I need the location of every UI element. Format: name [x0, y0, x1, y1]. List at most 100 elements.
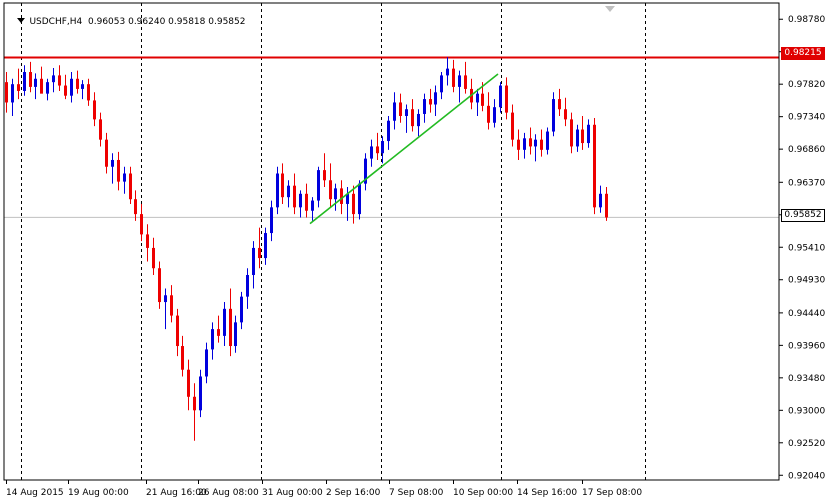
candle-body — [252, 247, 255, 275]
candle-body — [76, 78, 79, 89]
candle-body — [305, 193, 308, 211]
candle-body — [352, 193, 355, 215]
y-tick-label: 0.94930 — [788, 276, 825, 286]
vertical-grid — [21, 3, 646, 480]
candle-body — [329, 180, 332, 200]
candle-body — [152, 247, 155, 269]
candle-body — [181, 346, 184, 370]
candle-body — [217, 329, 220, 336]
candle-body — [46, 82, 49, 94]
candle-body — [499, 85, 502, 108]
dropdown-triangle-icon[interactable] — [17, 18, 26, 23]
y-tick-label: 0.92040 — [788, 471, 825, 481]
candle-body — [564, 109, 567, 120]
candle-body — [281, 173, 284, 198]
candle-body — [558, 99, 561, 110]
candle-body — [87, 84, 90, 101]
candle-body — [105, 139, 108, 167]
resistance-price-tag: 0.98215 — [781, 47, 825, 60]
candle-body — [134, 199, 137, 215]
candle-body — [93, 100, 96, 120]
candle-body — [211, 329, 214, 350]
candle-body — [399, 102, 402, 116]
candle-body — [81, 84, 84, 89]
current-price-tag: 0.95852 — [781, 209, 825, 222]
candle-body — [358, 183, 361, 215]
candle-body — [381, 141, 384, 154]
candle-body — [423, 99, 426, 114]
candle-body — [11, 84, 14, 103]
candle-body — [546, 131, 549, 150]
candle-body — [376, 146, 379, 154]
candle-body — [170, 295, 173, 316]
candle-body — [187, 369, 190, 397]
candle-body — [199, 376, 202, 411]
candle-body — [605, 193, 608, 218]
candle-body — [429, 99, 432, 105]
candle-body — [158, 268, 161, 303]
candle-body — [164, 295, 167, 303]
y-tick-label: 0.92520 — [788, 439, 825, 449]
candle-body — [405, 109, 408, 116]
candle-body — [434, 92, 437, 105]
x-tick-label: 14 Sep 16:00 — [517, 488, 577, 498]
candle-body — [129, 173, 132, 200]
candle-body — [287, 185, 290, 198]
y-tick-label: 0.97820 — [788, 80, 825, 90]
candle-body — [334, 188, 337, 200]
candle-body — [534, 139, 537, 147]
y-tick-label: 0.98780 — [788, 15, 825, 25]
x-tick-label: 26 Aug 08:00 — [198, 488, 259, 498]
candle-body — [581, 129, 584, 144]
candle-body — [34, 78, 37, 87]
candle-body — [364, 158, 367, 184]
x-tick-label: 31 Aug 00:00 — [262, 488, 323, 498]
candle-body — [52, 75, 55, 83]
plot-border — [3, 2, 780, 481]
candle-body — [346, 193, 349, 204]
y-tick-label: 0.93000 — [788, 406, 825, 416]
candle-body — [393, 102, 396, 121]
candle-body — [487, 105, 490, 123]
symbol-timeframe: USDCHF,H4 — [29, 17, 83, 27]
candle-body — [593, 124, 596, 208]
candle-body — [64, 85, 67, 96]
candle-body — [552, 99, 555, 132]
candle-body — [5, 82, 8, 103]
ohlc-values: 0.96053 0.96240 0.95818 0.95852 — [88, 17, 246, 27]
candle-body — [123, 173, 126, 182]
y-tick-label: 0.96370 — [788, 178, 825, 188]
candle-body — [511, 112, 514, 140]
candle-body — [23, 72, 26, 91]
candle-body — [205, 349, 208, 377]
candle-body — [70, 78, 73, 96]
y-tick-label: 0.97340 — [788, 113, 825, 123]
candle-body — [570, 119, 573, 147]
y-tick-label: 0.96860 — [788, 145, 825, 155]
x-tick-label: 7 Sep 08:00 — [389, 488, 444, 498]
candle-body — [229, 308, 232, 347]
candle-body — [370, 146, 373, 159]
candle-body — [323, 170, 326, 181]
candle-body — [458, 75, 461, 87]
candle-body — [340, 188, 343, 204]
candle-body — [193, 396, 196, 411]
candles — [5, 57, 608, 441]
candle-body — [117, 159, 120, 182]
candle-body — [446, 68, 449, 76]
horizontal-levels — [4, 56, 779, 218]
candle-body — [258, 247, 261, 259]
chart-shift-marker-icon[interactable] — [605, 6, 615, 12]
candle-body — [493, 107, 496, 123]
candle-body — [40, 78, 43, 94]
candle-body — [529, 138, 532, 147]
candle-body — [540, 139, 543, 150]
candle-body — [587, 124, 590, 144]
candle-body — [17, 84, 20, 91]
candle-body — [111, 159, 114, 167]
candle-body — [240, 296, 243, 323]
x-tick-label: 10 Sep 00:00 — [453, 488, 513, 498]
chart-header: USDCHF,H4 0.96053 0.96240 0.95818 0.9585… — [6, 7, 245, 37]
